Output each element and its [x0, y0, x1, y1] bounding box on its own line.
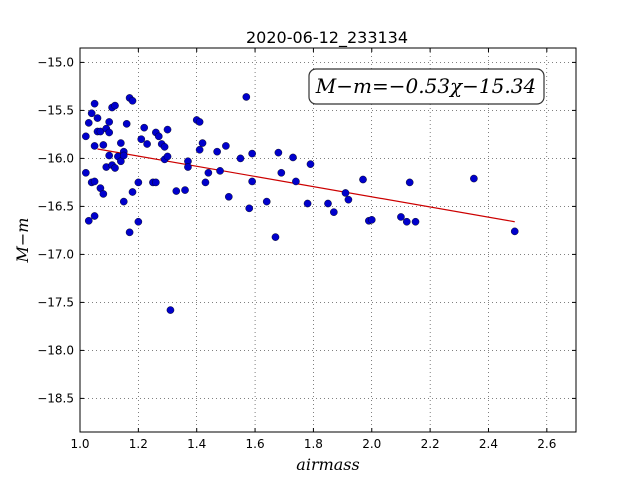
x-tick-label: 2.4: [479, 437, 498, 451]
data-point: [224, 192, 233, 201]
data-point: [277, 168, 286, 177]
data-point: [222, 142, 230, 150]
data-point: [195, 145, 204, 154]
data-point: [198, 139, 207, 147]
data-point: [117, 139, 125, 147]
x-tick-label: 1.8: [304, 437, 323, 451]
data-point: [274, 148, 283, 157]
x-tick-label: 2.6: [537, 437, 556, 451]
annotation-text: M−m=−0.53χ−15.34: [315, 74, 536, 98]
y-tick-label: −16.5: [37, 199, 74, 213]
data-point: [154, 132, 163, 141]
data-point: [402, 217, 411, 226]
data-point: [105, 118, 113, 126]
data-point: [172, 187, 181, 195]
data-point: [128, 188, 137, 196]
data-point: [201, 178, 210, 187]
data-point: [82, 168, 90, 177]
data-point: [204, 168, 213, 177]
data-point: [324, 199, 332, 208]
data-point: [87, 109, 96, 118]
x-tick-label: 1.2: [129, 437, 148, 451]
data-point: [143, 140, 151, 148]
data-point: [411, 217, 420, 226]
data-point: [137, 135, 146, 143]
data-point: [90, 99, 99, 108]
data-point: [248, 177, 256, 186]
y-tick-label: −15.5: [37, 103, 74, 117]
x-tick-label: 1.4: [187, 437, 206, 451]
data-point: [236, 154, 245, 163]
data-point: [163, 125, 172, 134]
data-point: [262, 197, 271, 206]
y-tick-label: −18.5: [37, 391, 74, 405]
y-tick-label: −15.0: [37, 55, 74, 69]
annotation-box: M−m=−0.53χ−15.34: [308, 68, 545, 105]
data-point: [90, 142, 99, 150]
annotation-frame: [308, 68, 545, 105]
data-point: [216, 167, 224, 175]
data-point: [510, 227, 519, 236]
data-point: [367, 216, 376, 224]
x-tick-label: 1.0: [70, 437, 89, 451]
data-point: [134, 178, 143, 187]
data-point: [160, 143, 169, 151]
data-point: [111, 164, 119, 172]
data-point: [195, 118, 204, 126]
data-point: [289, 153, 297, 162]
data-point: [111, 101, 119, 110]
ticks: 1.0 1.2 1.4 1.6 1.8 2.0 2.2 2.4 2.6 −15.0 −15.5 −16…: [37, 48, 576, 451]
data-point: [122, 120, 131, 128]
data-point: [119, 151, 128, 160]
data-point: [397, 213, 405, 221]
data-point: [181, 186, 189, 194]
data-point: [245, 204, 254, 213]
data-point: [99, 141, 108, 149]
data-point: [152, 178, 160, 187]
y-tick-label: −17.0: [37, 247, 74, 261]
data-point: [125, 228, 134, 237]
y-tick-label: −16.0: [37, 151, 74, 165]
data-point: [271, 233, 280, 241]
data-point: [163, 152, 172, 161]
data-point: [128, 97, 137, 105]
data-point: [242, 93, 251, 101]
x-tick-label: 2.2: [421, 437, 440, 451]
chart-title: 2020-06-12_233134: [246, 28, 408, 48]
data-point: [248, 149, 256, 158]
data-point: [90, 212, 99, 220]
x-axis-label: airmass: [296, 455, 359, 474]
plot-frame: [79, 47, 577, 433]
data-point: [306, 160, 315, 168]
data-point: [105, 128, 113, 137]
data-point: [84, 216, 93, 225]
data-point: [140, 123, 148, 132]
y-tick-label: −17.5: [37, 295, 74, 309]
data-point: [405, 178, 414, 187]
y-axis-label: M−m: [13, 218, 32, 264]
data-point: [84, 119, 93, 127]
data-point: [134, 217, 143, 226]
data-point: [213, 147, 221, 156]
data-point: [184, 163, 192, 171]
data-point: [105, 151, 113, 160]
data-points: [82, 93, 519, 314]
data-point: [119, 197, 128, 206]
data-point: [330, 208, 338, 216]
data-point: [359, 175, 367, 184]
data-point: [344, 195, 353, 204]
data-point: [166, 306, 175, 314]
data-point: [292, 177, 300, 186]
data-point: [303, 199, 312, 208]
data-point: [99, 190, 108, 198]
data-point: [341, 189, 350, 197]
x-tick-label: 2.0: [362, 437, 381, 451]
x-tick-label: 1.6: [246, 437, 265, 451]
data-point: [90, 177, 99, 186]
data-point: [82, 132, 90, 141]
data-point: [93, 114, 102, 122]
y-tick-label: −18.0: [37, 343, 74, 357]
data-point: [470, 174, 478, 183]
